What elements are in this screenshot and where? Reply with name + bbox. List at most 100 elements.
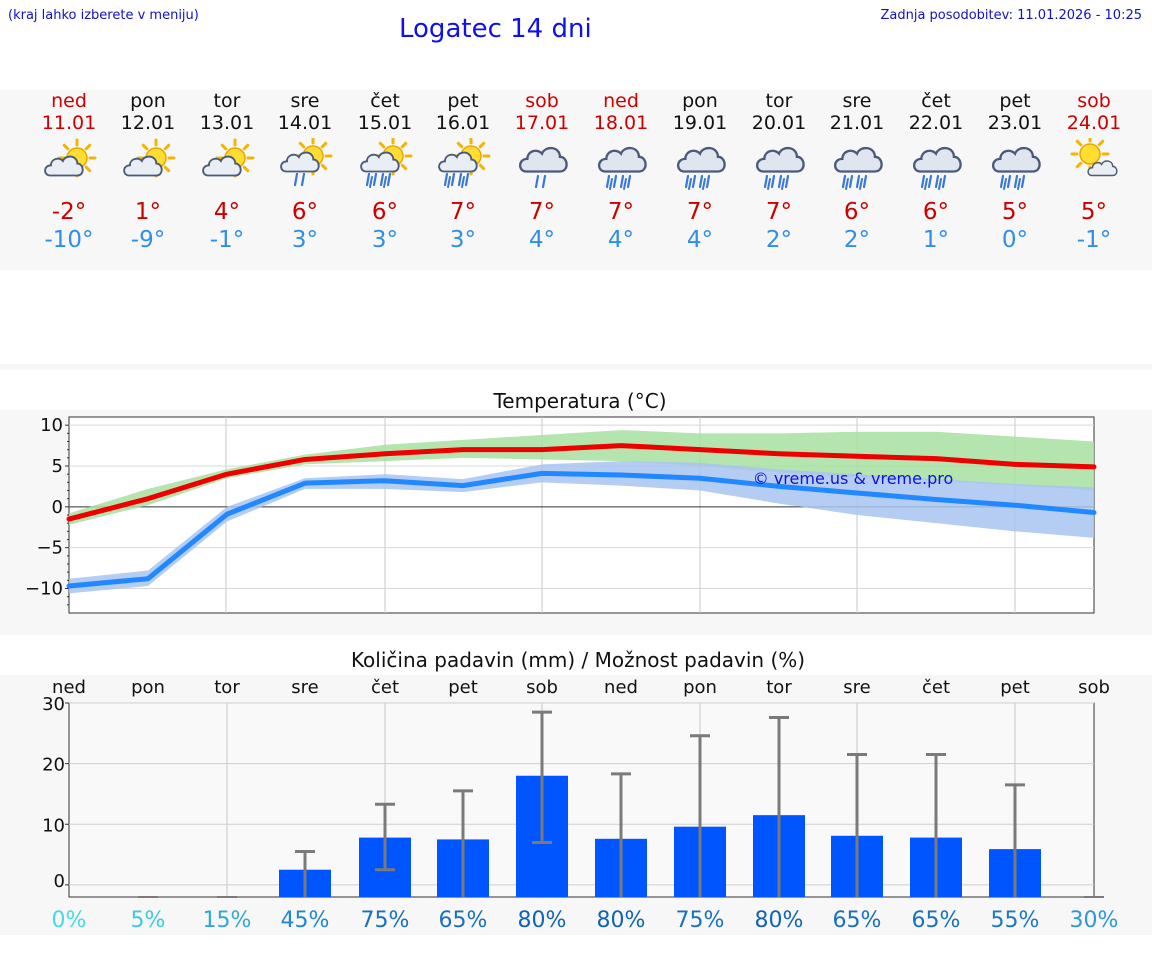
location-hint-link[interactable]: (kraj lahko izberete v meniju) <box>8 8 199 23</box>
day-axis-label: sob <box>526 677 558 698</box>
min-temperature: 1° <box>922 227 950 253</box>
min-temperature: 4° <box>686 227 714 253</box>
cloud-rain-icon <box>833 146 883 190</box>
cloud-rain-icon <box>597 146 647 190</box>
day-date: 20.01 <box>751 112 807 134</box>
y-tick-label: −5 <box>36 538 63 559</box>
min-temperature: -1° <box>1076 227 1112 253</box>
min-temperature: 2° <box>765 227 793 253</box>
max-temperature: 6° <box>291 199 319 225</box>
max-temperature: 6° <box>922 199 950 225</box>
last-updated-label: Zadnja posodobitev: 11.01.2026 - 10:25 <box>880 8 1142 23</box>
cloud-rain-icon <box>912 146 962 190</box>
y-tick-label: −10 <box>25 579 63 600</box>
min-temperature: 3° <box>449 227 477 253</box>
precip-probability: 45% <box>281 908 330 933</box>
cloud-light-rain-icon <box>518 146 568 189</box>
day-axis-label: čet <box>371 677 399 698</box>
day-date: 17.01 <box>514 112 570 134</box>
precip-probability: 80% <box>518 908 567 933</box>
temperature-chart: 10 5 0 −5 −10 Temperatura (°C) © vreme.us & vr… <box>0 389 1152 635</box>
max-temperature: 4° <box>213 199 241 225</box>
day-date: 12.01 <box>120 112 176 134</box>
max-temperature: 5° <box>1080 199 1108 225</box>
day-axis-label: pon <box>131 677 165 698</box>
day-name: sre <box>842 90 872 112</box>
cloud-rain-icon <box>755 146 805 190</box>
sun-cloud-rain-icon <box>438 138 491 188</box>
day-date: 23.01 <box>987 112 1043 134</box>
day-axis-label: sre <box>291 677 318 698</box>
precip-probability: 65% <box>439 908 488 933</box>
day-axis-label: pon <box>683 677 717 698</box>
day-name: sre <box>290 90 320 112</box>
tmax-line <box>66 443 1097 522</box>
max-temperature: 6° <box>371 199 399 225</box>
min-temperature: 4° <box>607 227 635 253</box>
sun-cloud-icon <box>44 138 97 178</box>
day-name: ned <box>51 90 87 112</box>
day-axis-label: tor <box>766 677 792 698</box>
precip-probability: 30% <box>1070 908 1119 933</box>
day-name: tor <box>765 90 793 112</box>
tmin-range-band <box>69 461 1094 594</box>
cloud-rain-icon <box>676 146 726 190</box>
max-temperature: 7° <box>528 199 556 225</box>
day-date: 13.01 <box>199 112 255 134</box>
precip-probability: 55% <box>991 908 1040 933</box>
y-tick-label: 30 <box>42 694 65 715</box>
min-temperature: 4° <box>528 227 556 253</box>
day-name: čet <box>370 90 400 112</box>
day-name: pet <box>447 90 479 112</box>
precip-probability: 65% <box>833 908 882 933</box>
y-tick-label: 0 <box>52 497 63 518</box>
min-temperature: 3° <box>291 227 319 253</box>
day-name: sob <box>1077 90 1111 112</box>
day-date: 19.01 <box>672 112 728 134</box>
day-axis-label: sob <box>1078 677 1110 698</box>
max-temperature: 1° <box>134 199 162 225</box>
max-temperature: 7° <box>607 199 635 225</box>
temperature-title: Temperatura (°C) <box>492 389 666 413</box>
precip-probability: 80% <box>755 908 804 933</box>
max-temperature: 7° <box>449 199 477 225</box>
precip-probability: 65% <box>912 908 961 933</box>
day-date: 11.01 <box>41 112 97 134</box>
sun-small-cloud-icon <box>1070 138 1118 177</box>
max-temperature: -2° <box>51 199 87 225</box>
min-temperature: 3° <box>371 227 399 253</box>
precip-probability: 75% <box>676 908 725 933</box>
day-date: 15.01 <box>357 112 413 134</box>
y-tick-label: 10 <box>42 815 65 836</box>
day-axis-label: ned <box>604 677 638 698</box>
max-temperature: 5° <box>1001 199 1029 225</box>
day-axis-label: sre <box>843 677 870 698</box>
min-temperature: 2° <box>843 227 871 253</box>
day-date: 18.01 <box>593 112 649 134</box>
day-axis-label: čet <box>922 677 950 698</box>
sun-cloud-icon <box>123 138 176 178</box>
day-date: 22.01 <box>908 112 964 134</box>
precip-probability: 75% <box>361 908 410 933</box>
precip-probability: 0% <box>52 908 87 933</box>
day-axis-label: pet <box>1000 677 1030 698</box>
day-name: ned <box>603 90 639 112</box>
precip-probability: 80% <box>597 908 646 933</box>
min-temperature: -9° <box>130 227 166 253</box>
day-name: sob <box>525 90 559 112</box>
y-tick-label: 10 <box>40 415 63 436</box>
min-temperature: -10° <box>44 227 94 253</box>
min-temperature: -1° <box>209 227 245 253</box>
daily-forecast-strip: ned 11.01 -2° -10° pon 12.01 1° -9° tor 13.01 4° -1… <box>0 90 1152 270</box>
precip-probability: 5% <box>131 908 166 933</box>
day-axis-label: ned <box>52 677 86 698</box>
precipitation-chart: 0102030ned0%pon5%tor15%sre45%čet75%pet65… <box>0 648 1152 935</box>
day-name: pon <box>682 90 718 112</box>
y-tick-label: 5 <box>52 456 63 477</box>
day-date: 24.01 <box>1066 112 1122 134</box>
day-name: pon <box>130 90 166 112</box>
sun-cloud-rain-icon <box>360 138 413 188</box>
sun-cloud-light-rain-icon <box>280 138 333 187</box>
day-axis-label: pet <box>448 677 478 698</box>
sun-cloud-icon <box>202 138 255 178</box>
